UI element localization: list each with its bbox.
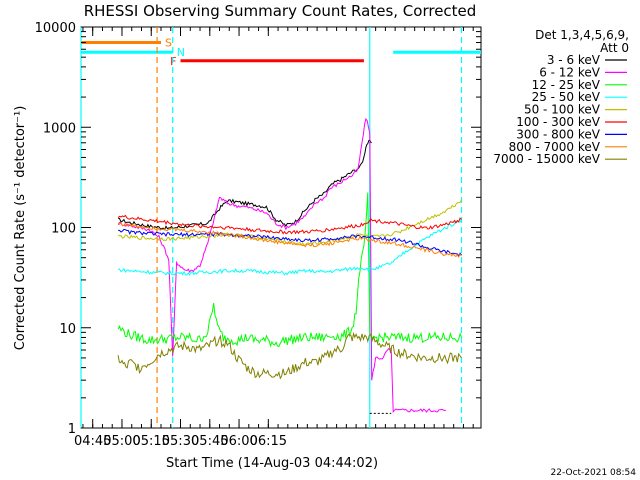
series-line: [117, 222, 462, 259]
timestamp: 22-Oct-2021 08:54: [551, 468, 637, 478]
y-tick-label: 100: [51, 222, 76, 237]
series-line: [118, 139, 372, 231]
series-line: [117, 117, 446, 414]
legend-header-line-1: Det 1,3,4,5,6,9,: [535, 28, 629, 42]
legend-entry: 800 - 7000 keV: [509, 140, 601, 154]
flag-label-F: F: [170, 55, 176, 68]
x-tick-label: 04:45: [74, 434, 111, 449]
flag-label-N: N: [177, 46, 185, 59]
x-tick-label: 05:15: [133, 434, 170, 449]
flag-label-S: S: [165, 37, 172, 50]
legend-entry: 7000 - 15000 keV: [493, 152, 600, 166]
chart-title: RHESSI Observing Summary Count Rates, Co…: [84, 2, 477, 20]
series-line: [118, 228, 462, 257]
y-tick-label: 1: [68, 422, 76, 437]
series-layer: [117, 117, 462, 414]
legend-header-line-2: Att 0: [600, 41, 629, 55]
legend-entry: 25 - 50 keV: [532, 90, 601, 104]
vertical-lines-layer: [80, 27, 463, 428]
x-tick-label: 05:45: [191, 434, 228, 449]
y-tick-label: 10: [59, 322, 76, 337]
legend-entry: 50 - 100 keV: [524, 103, 601, 117]
flags-layer: SNF: [81, 37, 481, 68]
x-tick-label: 06:15: [250, 434, 287, 449]
y-axis-label: Corrected Count Rate (s⁻¹ detector⁻¹): [13, 106, 28, 351]
series-line: [117, 192, 462, 348]
legend-entry: 12 - 25 keV: [532, 78, 601, 92]
y-tick-label: 1000: [43, 121, 76, 136]
y-tick-label: 10000: [35, 21, 76, 36]
series-line: [117, 214, 462, 235]
series-line: [117, 199, 462, 247]
x-tick-label: 05:00: [103, 434, 140, 449]
legend-entry: 3 - 6 keV: [547, 53, 601, 67]
x-tick-label: 06:00: [220, 434, 257, 449]
legend-entry: 100 - 300 keV: [516, 115, 600, 129]
legend-entry: 300 - 800 keV: [516, 127, 600, 141]
legend-entry: 6 - 12 keV: [539, 65, 601, 79]
series-line: [118, 219, 462, 276]
series-line: [117, 331, 462, 380]
y-axis: 1 10 100 1000 10000: [35, 21, 481, 437]
x-axis-label: Start Time (14-Aug-03 04:44:02): [166, 456, 378, 471]
x-tick-label: 05:30: [162, 434, 199, 449]
